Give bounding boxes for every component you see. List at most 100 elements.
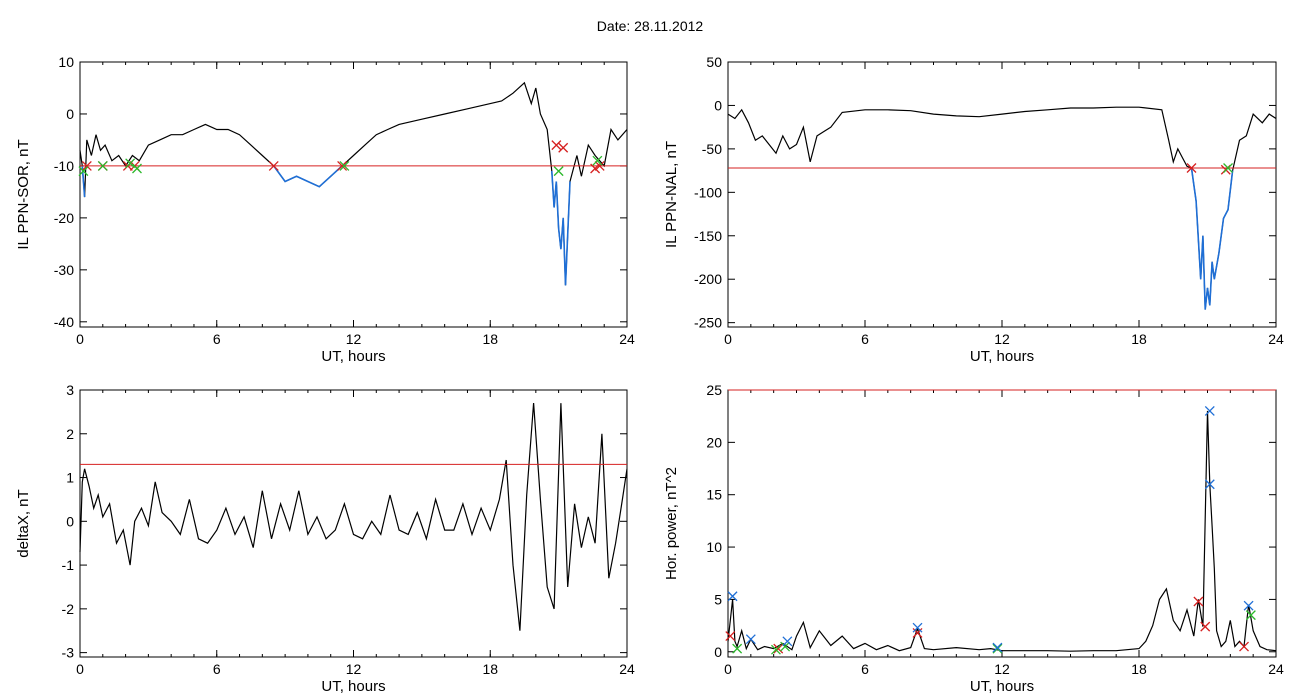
marker-stroke bbox=[551, 140, 562, 151]
series-line bbox=[727, 106, 1277, 310]
marker-stroke bbox=[773, 643, 784, 654]
marker-stroke bbox=[732, 643, 743, 654]
y-tick-label: -50 bbox=[702, 141, 722, 157]
marker-stroke bbox=[992, 642, 1003, 653]
y-tick-label: -30 bbox=[54, 262, 74, 278]
x-tick-label: 18 bbox=[1131, 331, 1147, 347]
marker-red bbox=[1239, 641, 1249, 652]
marker-blue bbox=[745, 634, 756, 645]
plot-frame bbox=[727, 389, 1277, 658]
x-tick-label: 6 bbox=[861, 331, 869, 347]
marker-stroke bbox=[782, 636, 793, 647]
y-tick-label: 0 bbox=[66, 106, 74, 122]
x-tick-label: 6 bbox=[861, 661, 869, 677]
marker-stroke bbox=[725, 631, 736, 642]
marker-stroke bbox=[590, 163, 601, 174]
x-tick-label: 0 bbox=[724, 661, 732, 677]
marker-stroke bbox=[553, 166, 564, 177]
x-tick-label: 6 bbox=[213, 661, 221, 677]
y-tick-label: 3 bbox=[66, 382, 74, 398]
marker-green bbox=[78, 166, 89, 177]
y-tick-label: 10 bbox=[706, 539, 722, 555]
panel-sor: 0 6 12 18 24 10 0 -10 -20 -30 -40 UT, hours IL PPN-S… bbox=[15, 54, 635, 365]
y-tick-label: -100 bbox=[694, 184, 722, 200]
y-tick-label: 5 bbox=[714, 591, 722, 607]
marker-red bbox=[551, 140, 562, 151]
marker-stroke bbox=[1193, 596, 1204, 607]
x-tick-label: 24 bbox=[619, 661, 635, 677]
marker-red bbox=[268, 160, 279, 171]
marker-stroke bbox=[1245, 610, 1256, 621]
y-tick-label: -40 bbox=[54, 314, 74, 330]
marker-stroke bbox=[339, 160, 350, 171]
marker-stroke bbox=[268, 160, 279, 171]
x-tick-label: 18 bbox=[1131, 661, 1147, 677]
marker-stroke bbox=[727, 591, 738, 602]
series-line bbox=[79, 403, 628, 631]
x-tick-label: 0 bbox=[724, 331, 732, 347]
y-tick-label: 15 bbox=[706, 487, 722, 503]
y-tick-label: -150 bbox=[694, 228, 722, 244]
y-tick-label: 20 bbox=[706, 434, 722, 450]
y-tick-label: -250 bbox=[694, 315, 722, 331]
marker-stroke bbox=[125, 158, 136, 169]
marker-green bbox=[1245, 610, 1256, 621]
y-tick-label: -10 bbox=[54, 158, 74, 174]
marker-stroke bbox=[1204, 405, 1215, 416]
x-tick-label: 0 bbox=[76, 331, 84, 347]
plot-frame bbox=[727, 61, 1277, 328]
plot-frame bbox=[79, 389, 628, 658]
marker-green bbox=[770, 644, 781, 655]
x-tick-label: 12 bbox=[994, 331, 1010, 347]
y-axis-label: IL PPN-NAL, nT bbox=[663, 141, 680, 248]
x-tick-label: 24 bbox=[1268, 331, 1284, 347]
y-tick-label: -1 bbox=[62, 557, 75, 573]
marker-blue bbox=[992, 642, 1003, 653]
marker-red bbox=[1200, 621, 1211, 632]
marker-green bbox=[732, 643, 743, 654]
marker-stroke bbox=[81, 160, 92, 171]
y-tick-label: -2 bbox=[62, 601, 75, 617]
marker-stroke bbox=[992, 643, 1003, 654]
series-below-threshold bbox=[551, 171, 571, 286]
x-tick-label: 24 bbox=[1268, 661, 1284, 677]
x-tick-label: 24 bbox=[619, 331, 635, 347]
marker-blue bbox=[1243, 600, 1254, 611]
marker-stroke bbox=[745, 634, 756, 645]
marker-stroke bbox=[78, 166, 89, 177]
marker-stroke bbox=[97, 160, 108, 171]
y-tick-label: -200 bbox=[694, 271, 722, 287]
marker-stroke bbox=[770, 644, 781, 655]
marker-green bbox=[592, 155, 603, 166]
marker-blue bbox=[782, 636, 793, 647]
series-below-threshold bbox=[1190, 167, 1234, 310]
marker-red bbox=[594, 160, 605, 171]
marker-stroke bbox=[337, 160, 348, 171]
y-tick-label: 0 bbox=[714, 644, 722, 660]
y-axis-label: IL PPN-SOR, nT bbox=[15, 139, 32, 249]
marker-green bbox=[553, 166, 564, 177]
marker-stroke bbox=[594, 160, 605, 171]
marker-green bbox=[780, 641, 791, 652]
panel-power: 0 6 12 18 24 25 20 15 10 5 0 UT, hours Hor. power, n… bbox=[663, 382, 1284, 695]
marker-stroke bbox=[132, 163, 142, 174]
y-tick-label: 50 bbox=[706, 54, 722, 70]
marker-green bbox=[132, 163, 142, 174]
marker-red bbox=[1186, 163, 1197, 173]
marker-stroke bbox=[780, 641, 791, 652]
marker-green bbox=[992, 643, 1003, 654]
marker-stroke bbox=[1186, 163, 1197, 173]
panel-nal: 0 6 12 18 24 50 0 -50 -100 -150 -200 -250 UT, hours I… bbox=[663, 54, 1284, 365]
x-tick-label: 12 bbox=[346, 331, 362, 347]
marker-blue bbox=[912, 622, 923, 633]
x-axis-label: UT, hours bbox=[970, 678, 1034, 695]
marker-green bbox=[1223, 163, 1234, 173]
marker-stroke bbox=[1239, 641, 1249, 652]
marker-red bbox=[725, 631, 736, 642]
marker-stroke bbox=[1204, 479, 1215, 490]
y-tick-label: 0 bbox=[66, 513, 74, 529]
marker-blue bbox=[1204, 405, 1215, 416]
y-tick-label: 1 bbox=[66, 470, 74, 486]
